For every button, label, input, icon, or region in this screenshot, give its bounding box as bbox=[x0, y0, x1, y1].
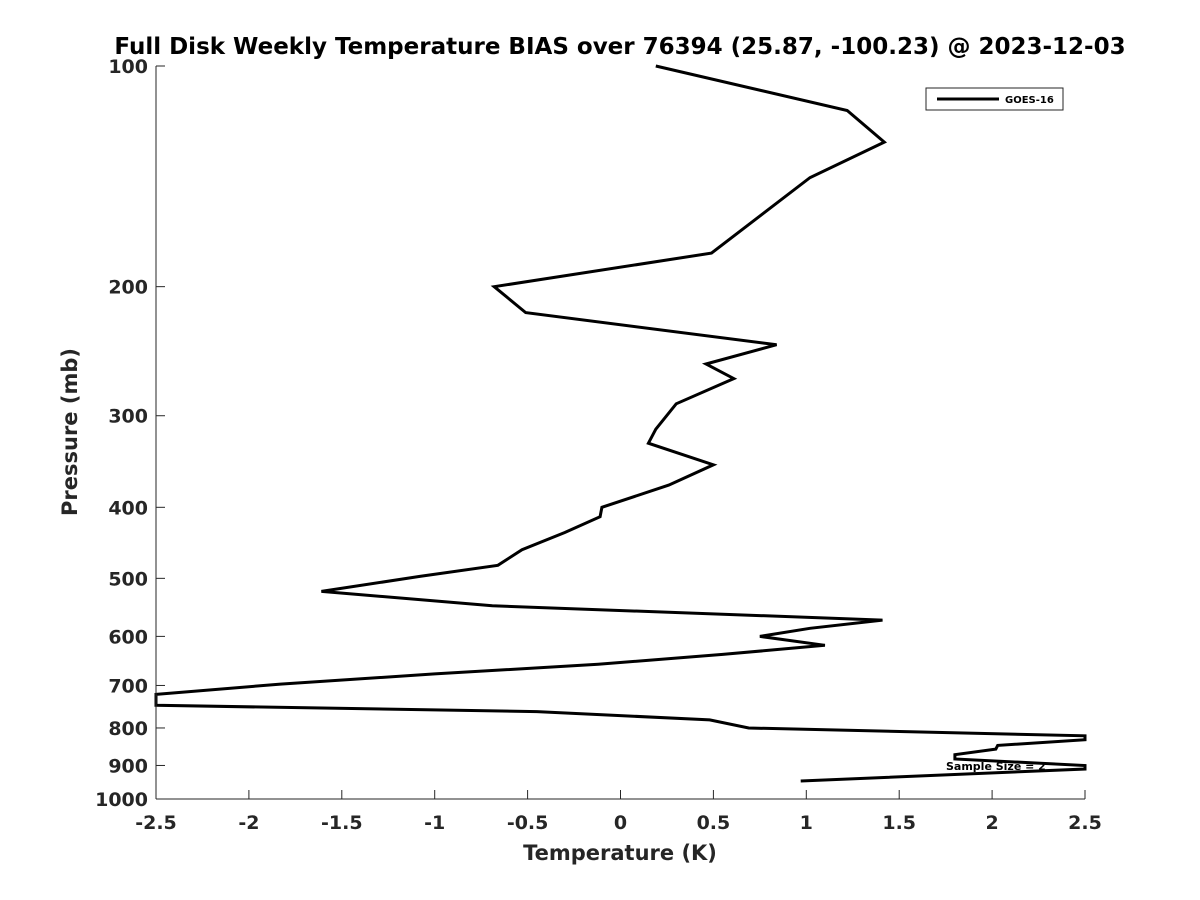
tick-labels: -2.5 -2 -1.5 -1 -0.5 0 0.5 1 1.5 2 2.5 100 200 300 400… bbox=[95, 56, 1102, 834]
y-tick-label: 100 bbox=[108, 56, 148, 78]
y-tick-label: 300 bbox=[108, 406, 148, 428]
sample-size-annotation: Sample Size = 2 bbox=[946, 760, 1046, 773]
y-tick-label: 200 bbox=[108, 277, 148, 299]
tick-marks bbox=[155, 65, 1086, 800]
x-tick-label: 0.5 bbox=[697, 812, 731, 834]
y-axis-label: Pressure (mb) bbox=[58, 348, 82, 516]
plot-area bbox=[156, 66, 1085, 799]
x-tick-label: -0.5 bbox=[507, 812, 549, 834]
x-tick-label: 1.5 bbox=[882, 812, 916, 834]
x-tick-label: 2.5 bbox=[1068, 812, 1102, 834]
y-tick-label: 500 bbox=[108, 568, 148, 590]
x-tick-label: -1 bbox=[424, 812, 445, 834]
x-tick-label: 0 bbox=[614, 812, 627, 834]
series-layer bbox=[154, 64, 1087, 783]
x-tick-label: -2.5 bbox=[135, 812, 177, 834]
y-tick-label: 400 bbox=[108, 497, 148, 519]
x-tick-label: 2 bbox=[985, 812, 998, 834]
legend: GOES-16 bbox=[925, 87, 1064, 111]
x-axis-label: Temperature (K) bbox=[523, 841, 717, 865]
series-line-goes16 bbox=[154, 64, 1087, 783]
y-tick-label: 600 bbox=[108, 626, 148, 648]
x-tick-label: -2 bbox=[238, 812, 259, 834]
x-tick-label: 1 bbox=[800, 812, 813, 834]
y-tick-label: 900 bbox=[108, 755, 148, 777]
y-tick-label: 1000 bbox=[95, 789, 148, 811]
chart-title: Full Disk Weekly Temperature BIAS over 7… bbox=[114, 34, 1125, 60]
y-tick-label: 700 bbox=[108, 675, 148, 697]
x-tick-label: -1.5 bbox=[321, 812, 363, 834]
legend-label-goes16: GOES-16 bbox=[1005, 95, 1054, 106]
y-tick-label: 800 bbox=[108, 718, 148, 740]
